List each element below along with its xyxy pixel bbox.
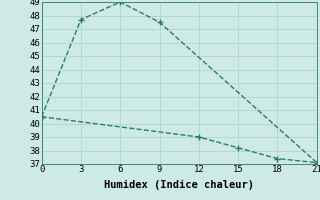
X-axis label: Humidex (Indice chaleur): Humidex (Indice chaleur) bbox=[104, 180, 254, 190]
